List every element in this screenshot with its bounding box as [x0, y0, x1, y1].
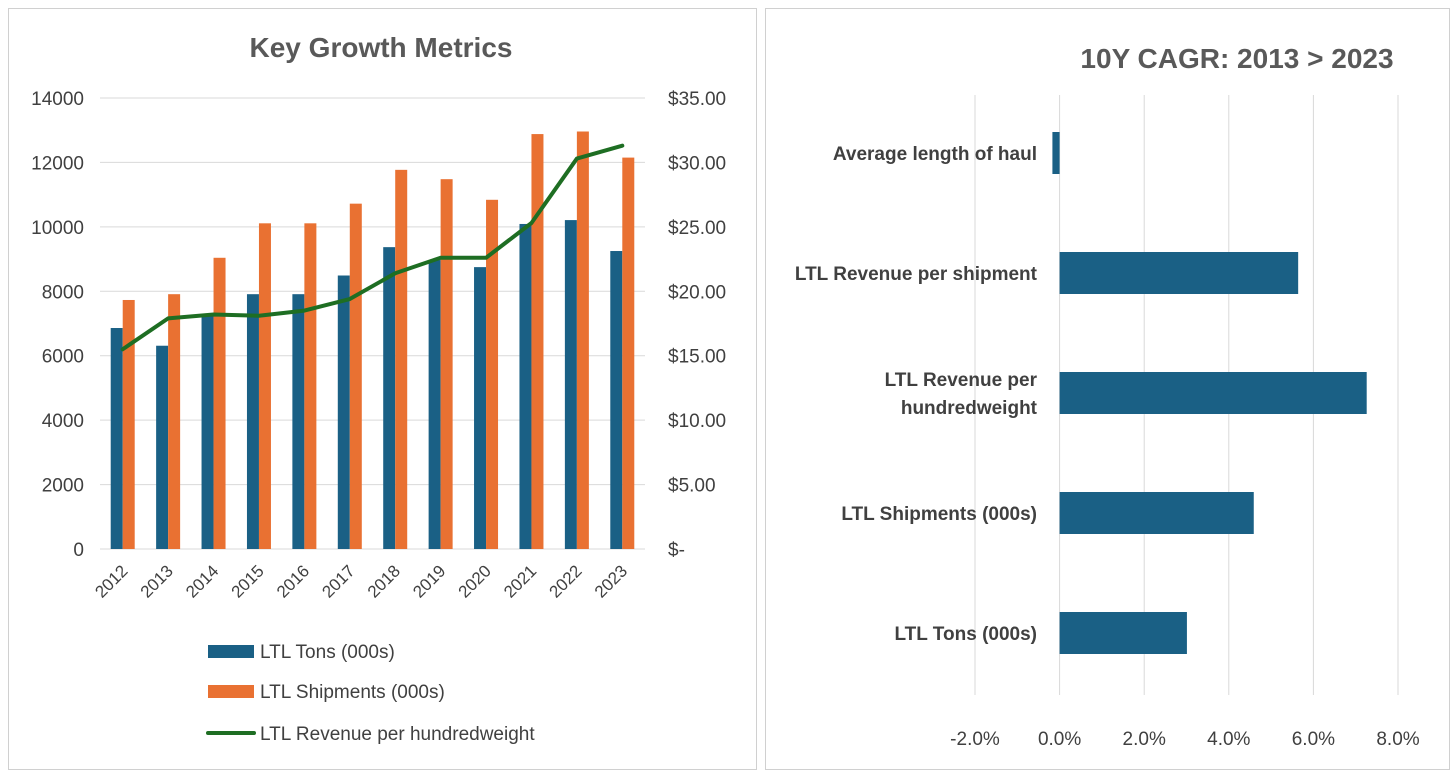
legend-swatch: [208, 685, 254, 698]
tons-bar: [610, 251, 623, 549]
left-axis-tick-label: 10000: [31, 218, 84, 239]
shipments-bar: [622, 157, 635, 549]
right-axis-tick-label: $30.00: [668, 153, 726, 174]
shipments-bar: [213, 257, 226, 549]
category-label: LTL Revenue per: [885, 370, 1038, 391]
cagr-bar: [1059, 372, 1367, 414]
x-axis-tick-label: -2.0%: [950, 729, 1000, 750]
category-label: Average length of haul: [833, 144, 1037, 165]
shipments-bar: [440, 179, 453, 549]
cagr-bar: [1059, 252, 1299, 294]
legend-label: LTL Revenue per hundredweight: [260, 724, 535, 745]
tons-bar: [292, 294, 305, 549]
category-label: LTL Shipments (000s): [841, 504, 1037, 525]
shipments-bar: [258, 223, 271, 549]
shipments-bar: [168, 294, 181, 549]
shipments-bar: [304, 223, 317, 549]
tons-bar: [337, 275, 350, 549]
shipments-bar: [576, 131, 589, 549]
revenue-per-cwt-line: [120, 143, 625, 352]
x-axis-tick-label: 4.0%: [1207, 729, 1250, 750]
legend-label: LTL Tons (000s): [260, 642, 395, 663]
x-axis-tick-label: 6.0%: [1292, 729, 1335, 750]
x-axis-tick-label: 8.0%: [1376, 729, 1419, 750]
shipments-bar: [122, 299, 135, 549]
left-axis-tick-label: 12000: [31, 153, 84, 174]
category-label: LTL Tons (000s): [894, 624, 1037, 645]
right-axis-tick-label: $35.00: [668, 89, 726, 110]
left-axis-tick-label: 4000: [42, 411, 84, 432]
shipments-bar: [486, 199, 499, 549]
right-axis-tick-label: $-: [668, 540, 685, 561]
right-axis-tick-label: $5.00: [668, 476, 716, 497]
left-axis-tick-label: 14000: [31, 89, 84, 110]
tons-bar: [110, 328, 123, 549]
shipments-bar: [531, 134, 544, 549]
left-axis-tick-label: 2000: [42, 476, 84, 497]
tons-bar: [156, 345, 169, 549]
tons-bar: [246, 294, 259, 549]
cagr-bar: [1052, 132, 1060, 174]
legend-label: LTL Shipments (000s): [260, 682, 445, 703]
cagr-bar: [1059, 612, 1187, 654]
tons-bar: [428, 260, 441, 549]
left-axis-tick-label: 0: [73, 540, 84, 561]
right-axis-tick-label: $10.00: [668, 411, 726, 432]
legend-swatch: [208, 645, 254, 658]
right-axis-tick-label: $25.00: [668, 218, 726, 239]
right-axis-tick-label: $20.00: [668, 282, 726, 303]
tons-bar: [383, 247, 396, 549]
shipments-bar: [395, 169, 408, 549]
tons-bar: [564, 220, 577, 549]
left-axis-tick-label: 6000: [42, 347, 84, 368]
right-axis-tick-label: $15.00: [668, 347, 726, 368]
left-axis-tick-label: 8000: [42, 282, 84, 303]
shipments-bar: [349, 203, 362, 550]
tons-bar: [201, 313, 214, 549]
category-label: LTL Revenue per shipment: [795, 264, 1038, 285]
chart-title: Key Growth Metrics: [250, 32, 513, 63]
tons-bar: [474, 267, 487, 549]
x-axis-tick-label: 0.0%: [1038, 729, 1081, 750]
category-label: hundredweight: [901, 398, 1038, 419]
tons-bar: [519, 223, 532, 549]
cagr-bar: [1059, 492, 1254, 534]
chart-title: 10Y CAGR: 2013 > 2023: [1080, 43, 1393, 74]
x-axis-tick-label: 2.0%: [1123, 729, 1166, 750]
